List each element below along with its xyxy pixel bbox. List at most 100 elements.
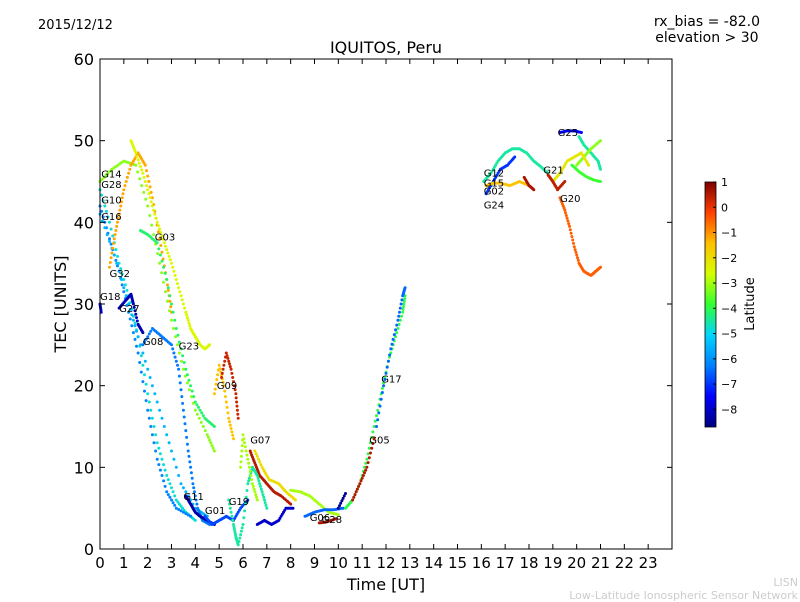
point-g28	[162, 463, 166, 467]
point-g23	[187, 378, 191, 382]
point-g09b	[225, 354, 229, 358]
point-g09b	[224, 351, 228, 355]
point-g28	[108, 220, 111, 224]
point-g09	[223, 389, 227, 393]
point-g03	[139, 165, 142, 168]
point-g05	[396, 327, 400, 330]
point-g10	[154, 449, 158, 453]
point-g03	[164, 244, 167, 248]
point-g10	[152, 441, 156, 445]
point-g32	[119, 204, 123, 208]
point-g16	[105, 233, 109, 237]
point-g03	[134, 151, 138, 155]
point-g14	[162, 280, 166, 284]
point-g14	[210, 444, 214, 448]
series-g07	[248, 449, 293, 506]
point-g05	[398, 318, 402, 322]
satellite-label: G14	[101, 169, 121, 180]
point-g03	[141, 171, 145, 175]
point-g21	[575, 253, 579, 257]
point-g21	[572, 241, 575, 245]
point-g19b	[247, 461, 251, 465]
point-g23	[212, 425, 216, 428]
point-g08	[178, 381, 182, 385]
series-g20	[570, 163, 602, 183]
point-g32	[124, 180, 128, 183]
point-g03	[156, 224, 160, 228]
point-g21	[563, 208, 567, 212]
point-g32	[117, 212, 121, 216]
point-g28d	[338, 504, 341, 508]
point-g03	[154, 216, 158, 220]
point-g21	[599, 265, 602, 269]
point-g27	[135, 319, 139, 323]
point-g09b	[234, 396, 238, 400]
point-g19	[260, 490, 264, 494]
point-g14	[203, 429, 207, 433]
point-g28	[133, 321, 137, 325]
point-g10	[143, 389, 146, 393]
point-g21	[568, 228, 572, 232]
point-g05	[403, 297, 407, 301]
point-g14	[158, 261, 162, 265]
point-g14	[148, 214, 152, 217]
point-g08	[183, 422, 187, 426]
point-g03	[188, 324, 192, 328]
point-g23	[162, 265, 166, 269]
point-g28	[101, 199, 105, 203]
point-g28	[139, 354, 143, 358]
point-g10	[184, 512, 188, 516]
point-g19b	[245, 453, 249, 457]
point-g05b	[352, 495, 356, 499]
point-g16	[141, 351, 145, 355]
point-g19b	[241, 433, 245, 437]
point-g14	[144, 197, 148, 201]
point-g23	[200, 411, 204, 415]
point-g07b	[259, 463, 263, 467]
point-g16	[135, 329, 138, 333]
point-g19	[228, 502, 231, 506]
point-g32	[108, 261, 112, 264]
point-g05b	[366, 461, 370, 465]
point-g19	[263, 498, 266, 502]
point-g23	[201, 414, 205, 418]
point-g28d	[336, 506, 340, 510]
point-g32	[169, 305, 173, 309]
point-g09	[216, 373, 220, 377]
point-g10	[179, 509, 183, 513]
point-g28	[111, 234, 115, 238]
point-g03	[185, 316, 189, 320]
point-g28	[119, 267, 123, 271]
point-g16	[170, 449, 173, 453]
chart-title: IQUITOS, Peru	[329, 38, 443, 57]
point-g05b	[364, 468, 368, 472]
point-g27	[141, 331, 145, 335]
plot-date: 2015/12/12	[38, 18, 113, 33]
point-g08	[143, 340, 146, 344]
point-g19	[238, 536, 242, 540]
point-g08	[177, 374, 181, 378]
point-g17	[376, 418, 380, 422]
point-g21b	[587, 163, 591, 167]
point-g09b	[220, 371, 224, 375]
point-g10	[157, 463, 161, 467]
point-g08	[180, 395, 184, 399]
series-g10	[98, 204, 193, 518]
colorbar-tick-label: −7	[721, 378, 737, 391]
point-g09b	[236, 412, 240, 416]
point-g19b	[239, 460, 243, 464]
x-tick-label: 8	[286, 554, 296, 572]
colorbar-tick-label: −2	[721, 252, 737, 265]
point-g14	[189, 395, 193, 399]
point-g09b	[228, 365, 232, 369]
point-g03	[155, 220, 159, 224]
satellite-label: G16	[101, 212, 121, 223]
point-g14	[164, 290, 167, 294]
point-g05	[371, 430, 375, 434]
point-g10	[130, 324, 134, 328]
point-g05b	[367, 456, 371, 460]
point-g05b	[353, 493, 357, 497]
point-g28	[155, 441, 159, 445]
point-g03	[149, 200, 153, 204]
